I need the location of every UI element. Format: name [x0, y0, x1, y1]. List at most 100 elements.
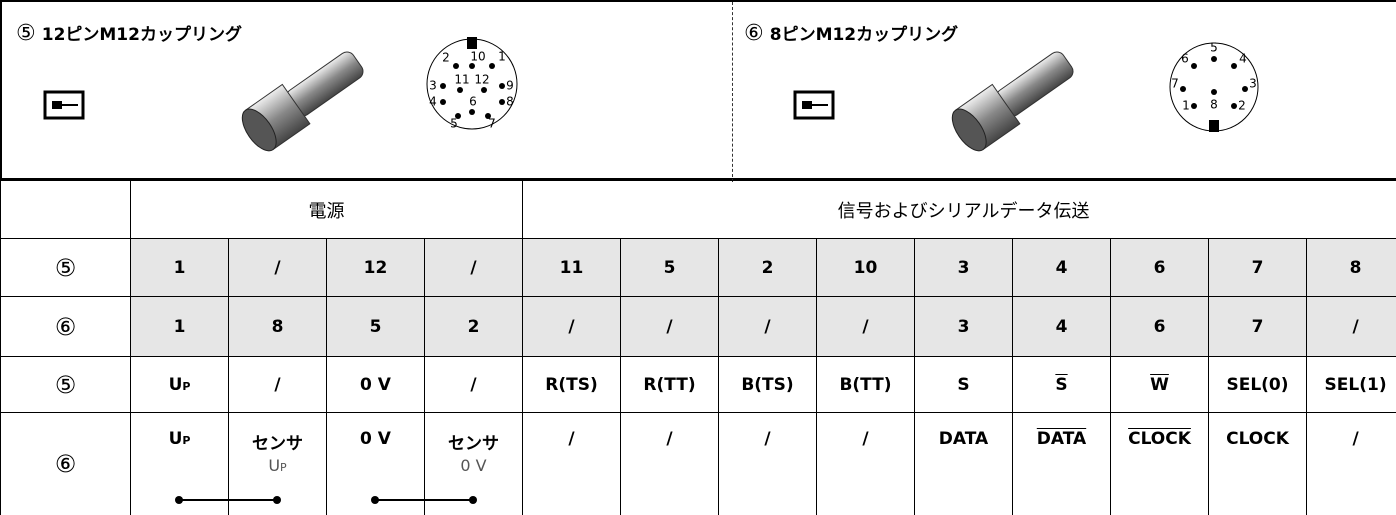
title: 12ピンM12カップリング — [41, 25, 242, 45]
cell: 10 — [816, 238, 915, 297]
cell: 6 — [1110, 296, 1209, 357]
circled-number: ⑤ — [16, 21, 36, 46]
cell: W — [1110, 356, 1209, 413]
cell: / — [228, 238, 327, 297]
cell-text: 2 — [761, 257, 774, 278]
cell-text: / — [764, 429, 771, 449]
cell-text: / — [1352, 316, 1359, 337]
cell-text: 8 — [271, 316, 284, 337]
cell: / — [718, 412, 817, 515]
row: ⑤ UP / 0 V / R(TS) R(TT) B(TS) B(TT) S S W SEL(0) SEL… — [0, 356, 1396, 413]
text: U — [268, 456, 281, 475]
cell: 1 — [130, 296, 229, 357]
pin-label: 5 — [450, 117, 458, 131]
pin — [1191, 63, 1197, 69]
cell-text: 2 — [467, 316, 480, 337]
cell-text: SEL(1) — [1324, 374, 1387, 395]
pin — [1242, 86, 1248, 92]
cell: / — [424, 356, 523, 413]
cell: センサ UP — [228, 412, 327, 515]
cell-text: 6 — [1153, 257, 1166, 278]
cell-text: W — [1150, 374, 1169, 395]
cell-text: 4 — [1055, 257, 1068, 278]
connector-panel: ⑤ 12ピンM12カップリング ⑥ 8ピンM12カップリング 1 2 3 4 5 6 7 8 9 10… — [0, 0, 1396, 182]
cell: 7 — [1208, 296, 1307, 357]
pin — [469, 63, 475, 69]
cell-text: DATA — [1036, 429, 1087, 449]
text: U — [168, 429, 183, 449]
cell: 1 — [130, 238, 229, 297]
pin-label: 7 — [1171, 77, 1179, 91]
pin-label: 7 — [488, 117, 496, 131]
cell: 12 — [326, 238, 425, 297]
key — [1209, 120, 1219, 132]
cell: DATA — [1012, 412, 1111, 515]
pin — [455, 113, 461, 119]
cell: センサ 0 V — [424, 412, 523, 515]
cell: S — [1012, 356, 1111, 413]
connector-title: ⑤ 12ピンM12カップリング — [16, 20, 242, 46]
cell: 4 — [1012, 238, 1111, 297]
cell: CLOCK — [1208, 412, 1307, 515]
cell: 7 — [1208, 238, 1307, 297]
cell: R(TS) — [522, 356, 621, 413]
cell: B(TS) — [718, 356, 817, 413]
cell: UP — [130, 356, 229, 413]
cell-text: 3 — [957, 257, 970, 278]
cell-text: / — [274, 257, 281, 278]
cell-text: センサ — [252, 434, 303, 454]
cell-text: 11 — [559, 257, 584, 278]
subscript: P — [182, 434, 191, 447]
subscript: P — [280, 461, 287, 474]
pin-label: 10 — [470, 50, 485, 64]
cell-text: S — [957, 374, 970, 395]
group-header: 電源 — [130, 180, 523, 239]
pin — [453, 63, 459, 69]
pin-label: 9 — [506, 79, 514, 93]
title: 8ピンM12カップリング — [769, 25, 959, 45]
pin — [1211, 56, 1217, 62]
cell: SEL(1) — [1305, 356, 1396, 413]
pin — [457, 87, 463, 93]
pin-label: 6 — [1181, 52, 1189, 66]
pin-label: 11 — [454, 73, 469, 87]
cell: / — [228, 356, 327, 413]
cell: R(TT) — [620, 356, 719, 413]
cell: B(TT) — [816, 356, 915, 413]
pin-label: 2 — [1238, 99, 1246, 113]
cell: / — [620, 412, 719, 515]
cell-text: 7 — [1251, 257, 1264, 278]
cell-text: / — [666, 429, 673, 449]
cell: 0 V — [326, 412, 425, 515]
cell-text: / — [862, 429, 869, 449]
cell-text: / — [862, 316, 869, 337]
pin — [469, 109, 475, 115]
cell-text: 5 — [663, 257, 676, 278]
cell: 2 — [424, 296, 523, 357]
pin — [489, 63, 495, 69]
cell-text: 12 — [363, 257, 388, 278]
cell: / — [1305, 296, 1396, 357]
pin-label: 4 — [429, 95, 437, 109]
cell-text: 0 V — [360, 429, 391, 449]
header-row: 電源 信号およびシリアルデータ伝送 — [0, 180, 1396, 239]
pin — [1180, 86, 1186, 92]
corner-cell — [0, 180, 131, 239]
cell: 4 — [1012, 296, 1111, 357]
cell-text: 1 — [173, 257, 186, 278]
cell-text: DATA — [938, 429, 989, 449]
cell-text: CLOCK — [1128, 429, 1191, 449]
row-label: ⑤ — [0, 238, 131, 297]
pin — [485, 113, 491, 119]
pin — [1231, 63, 1237, 69]
pin-label: 1 — [1182, 99, 1190, 113]
cell-text: / — [568, 316, 575, 337]
row-label: ⑥ — [0, 296, 131, 357]
cell-text: センサ — [448, 434, 499, 454]
cell-text: CLOCK — [1226, 429, 1289, 449]
pin-label: 5 — [1210, 41, 1218, 55]
pin-label: 12 — [474, 73, 489, 87]
cell-text: 5 — [369, 316, 382, 337]
